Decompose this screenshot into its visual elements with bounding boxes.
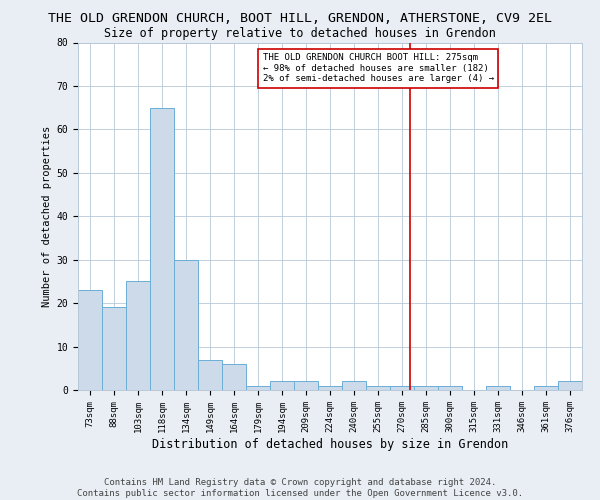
Bar <box>174 260 198 390</box>
Text: Contains HM Land Registry data © Crown copyright and database right 2024.
Contai: Contains HM Land Registry data © Crown c… <box>77 478 523 498</box>
Y-axis label: Number of detached properties: Number of detached properties <box>43 126 52 307</box>
Bar <box>294 382 318 390</box>
Bar <box>318 386 342 390</box>
Text: Size of property relative to detached houses in Grendon: Size of property relative to detached ho… <box>104 28 496 40</box>
X-axis label: Distribution of detached houses by size in Grendon: Distribution of detached houses by size … <box>152 438 508 450</box>
Bar <box>438 386 462 390</box>
Bar <box>126 282 150 390</box>
Bar <box>486 386 510 390</box>
Bar <box>558 382 582 390</box>
Bar <box>198 360 222 390</box>
Text: THE OLD GRENDON CHURCH, BOOT HILL, GRENDON, ATHERSTONE, CV9 2EL: THE OLD GRENDON CHURCH, BOOT HILL, GREND… <box>48 12 552 26</box>
Text: THE OLD GRENDON CHURCH BOOT HILL: 275sqm
← 98% of detached houses are smaller (1: THE OLD GRENDON CHURCH BOOT HILL: 275sqm… <box>263 54 494 83</box>
Bar <box>78 290 102 390</box>
Bar <box>102 308 126 390</box>
Bar <box>390 386 414 390</box>
Bar <box>534 386 558 390</box>
Bar <box>222 364 246 390</box>
Bar <box>270 382 294 390</box>
Bar <box>342 382 366 390</box>
Bar <box>414 386 438 390</box>
Bar <box>366 386 390 390</box>
Bar <box>246 386 270 390</box>
Bar <box>150 108 174 390</box>
